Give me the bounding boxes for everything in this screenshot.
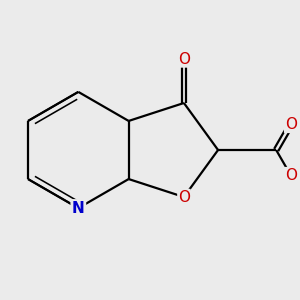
Text: O: O — [178, 190, 190, 205]
Text: O: O — [285, 117, 297, 132]
Text: N: N — [72, 201, 85, 216]
Text: O: O — [285, 168, 297, 183]
Text: O: O — [178, 52, 190, 67]
